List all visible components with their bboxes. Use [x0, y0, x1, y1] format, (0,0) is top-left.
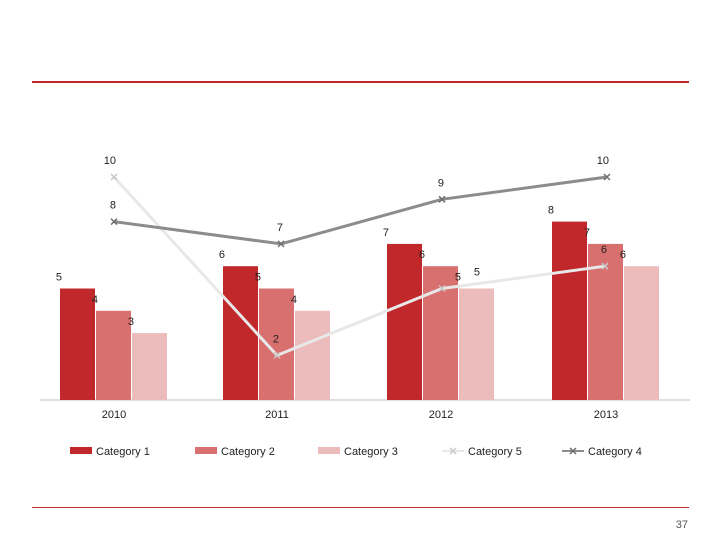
bar-data-label: 5: [56, 272, 62, 284]
bar-3-2013: [624, 266, 659, 400]
line-series-group: [110, 173, 611, 359]
line-data-label: 5: [474, 267, 480, 279]
bar-data-label: 6: [219, 249, 225, 261]
line-category-4: [113, 175, 608, 246]
legend-item-category-1: Category 1: [70, 446, 150, 458]
bar-1-2013: [552, 221, 587, 400]
x-tick-label: 2010: [102, 409, 126, 421]
x-tick-label: 2011: [265, 409, 289, 421]
bar-series-group: [60, 221, 659, 400]
bar-data-label: 4: [92, 294, 98, 306]
legend-item-category-4: Category 4: [562, 446, 642, 458]
line-category-5: [112, 175, 606, 358]
line-data-label: 2: [273, 333, 279, 345]
bar-2-2010: [96, 310, 131, 400]
line-data-label: 10: [104, 155, 116, 167]
page-number: 37: [675, 519, 688, 531]
legend-label: Category 1: [96, 446, 150, 458]
legend-label: Category 4: [588, 446, 642, 458]
line-point-marker: [438, 195, 446, 203]
bottom-rule: [32, 507, 689, 508]
bar-3-2011: [295, 310, 330, 400]
legend: Category 1 Category 2 Category 3 Category 5…: [70, 446, 642, 458]
bar-1-2010: [60, 288, 95, 400]
line-point-marker: [601, 262, 609, 270]
bar-data-label: 3: [128, 316, 134, 328]
line-point-marker: [110, 173, 118, 181]
x-tick-label: 2012: [429, 409, 453, 421]
legend-label: Category 5: [468, 446, 522, 458]
top-rule: [32, 81, 689, 83]
line-data-label: 9: [438, 177, 444, 189]
bar-data-label: 5: [255, 272, 261, 284]
bar-data-label: 5: [455, 272, 461, 284]
legend-swatch: [318, 447, 340, 454]
line-data-label: 10: [597, 155, 609, 167]
legend-item-category-3: Category 3: [318, 446, 398, 458]
legend-swatch: [70, 447, 92, 454]
line-point-marker: [438, 284, 446, 293]
legend-label: Category 2: [221, 446, 275, 458]
line-point-marker: [603, 173, 611, 181]
legend-swatch: [195, 447, 217, 454]
bar-data-label: 8: [548, 205, 554, 217]
bar-data-label: 6: [620, 249, 626, 261]
line-data-label: 7: [277, 222, 283, 234]
x-tick-label: 2013: [594, 409, 618, 421]
bar-3-2012: [459, 288, 494, 400]
line-point-marker: [110, 218, 118, 226]
bar-data-label: 4: [291, 294, 297, 306]
bar-data-label: 6: [419, 249, 425, 261]
x-tick-labels-group: 2010 2011 2012 2013: [102, 409, 618, 421]
bar-3-2010: [132, 333, 167, 400]
bar-data-label: 7: [584, 227, 590, 239]
legend-item-category-2: Category 2: [195, 446, 275, 458]
legend-item-category-5: Category 5: [442, 446, 522, 458]
bar-2-2013: [588, 243, 623, 400]
bar-data-label: 7: [383, 227, 389, 239]
line-point-marker: [273, 351, 281, 359]
line-data-label: 6: [601, 244, 607, 256]
legend-label: Category 3: [344, 446, 398, 458]
line-data-label: 8: [110, 200, 116, 212]
bar-1-2011: [223, 266, 258, 400]
bar-1-2012: [387, 243, 422, 400]
line-point-marker: [277, 240, 285, 248]
